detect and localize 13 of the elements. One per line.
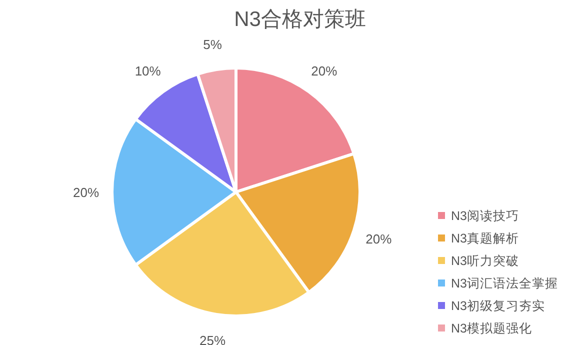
legend-label: N3阅读技巧	[451, 209, 519, 223]
data-label: 5%	[203, 36, 222, 52]
data-label: 10%	[134, 64, 162, 79]
legend-label: N3词汇语法全掌握	[451, 276, 558, 290]
data-label: 20%	[366, 231, 392, 246]
data-label: 20%	[311, 64, 338, 79]
chart-title: N3合格对策班	[234, 8, 366, 31]
legend-label: N3听力突破	[451, 254, 519, 268]
legend-label: N3初级复习夯实	[451, 299, 545, 313]
data-label: 25%	[200, 333, 226, 345]
legend-label: N3模拟题强化	[451, 322, 532, 336]
legend-label: N3真题解析	[451, 232, 519, 246]
data-label: 20%	[72, 185, 100, 200]
